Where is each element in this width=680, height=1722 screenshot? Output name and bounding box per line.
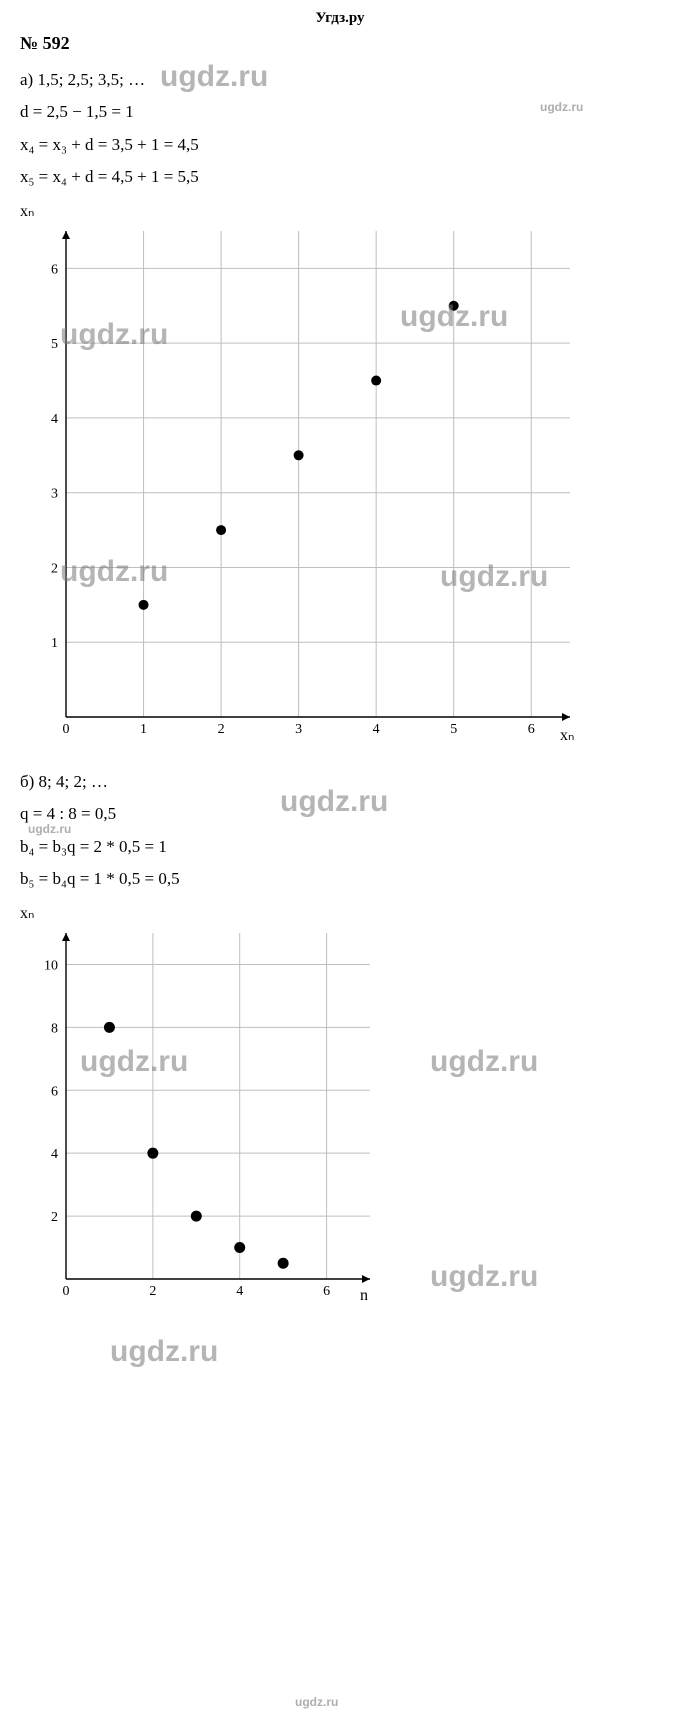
svg-text:4: 4	[51, 412, 58, 427]
watermark: ugdz.ru	[110, 1335, 218, 1369]
chart-a: 0 1 2 3 4 5 6 1 2 3 4 5 6	[20, 223, 580, 743]
chart-a-wrap: 0 1 2 3 4 5 6 1 2 3 4 5 6 xₙ	[20, 223, 580, 743]
svg-text:4: 4	[51, 1148, 58, 1163]
chart-b: 0 2 4 6 2 4 6 8 10	[20, 925, 380, 1305]
chart-b-y-label: xₙ	[20, 903, 660, 923]
part-b-sequence: б) 8; 4; 2; …	[20, 766, 660, 798]
svg-text:5: 5	[51, 337, 58, 352]
part-a-sequence: а) 1,5; 2,5; 3,5; …	[20, 64, 660, 96]
svg-text:3: 3	[295, 722, 302, 737]
svg-text:10: 10	[44, 959, 58, 974]
watermark: ugdz.ru	[295, 1695, 338, 1709]
svg-text:6: 6	[323, 1284, 330, 1299]
part-a-x5: x₅ = x₄ + d = 4,5 + 1 = 5,5	[20, 161, 660, 193]
chart-b-x-label: n	[360, 1287, 368, 1305]
svg-text:0: 0	[63, 1284, 70, 1299]
part-b-b4: b₄ = b₃q = 2 * 0,5 = 1	[20, 831, 660, 863]
svg-text:1: 1	[51, 636, 58, 651]
problem-number: № 592	[20, 33, 660, 54]
svg-text:6: 6	[528, 722, 535, 737]
svg-text:2: 2	[51, 562, 58, 577]
part-a-x4: x₄ = x₃ + d = 3,5 + 1 = 4,5	[20, 129, 660, 161]
part-b-q: q = 4 : 8 = 0,5	[20, 798, 660, 830]
svg-text:2: 2	[51, 1210, 58, 1225]
chart-a-x-label: xₙ	[560, 725, 574, 745]
svg-text:0: 0	[63, 722, 70, 737]
svg-text:2: 2	[149, 1284, 156, 1299]
svg-text:1: 1	[140, 722, 147, 737]
part-b-b5: b₅ = b₄q = 1 * 0,5 = 0,5	[20, 863, 660, 895]
part-a-d: d = 2,5 − 1,5 = 1	[20, 96, 660, 128]
chart-b-wrap: 0 2 4 6 2 4 6 8 10 n	[20, 925, 380, 1305]
svg-text:3: 3	[51, 487, 58, 502]
svg-text:6: 6	[51, 1085, 58, 1100]
svg-text:5: 5	[450, 722, 457, 737]
svg-text:6: 6	[51, 263, 58, 278]
watermark: ugdz.ru	[430, 1260, 538, 1294]
svg-text:2: 2	[218, 722, 225, 737]
svg-text:4: 4	[373, 722, 380, 737]
svg-text:8: 8	[51, 1022, 58, 1037]
svg-text:4: 4	[236, 1284, 243, 1299]
chart-a-y-label: xₙ	[20, 201, 660, 221]
site-header: Угдз.ру	[20, 10, 660, 27]
watermark: ugdz.ru	[430, 1045, 538, 1079]
